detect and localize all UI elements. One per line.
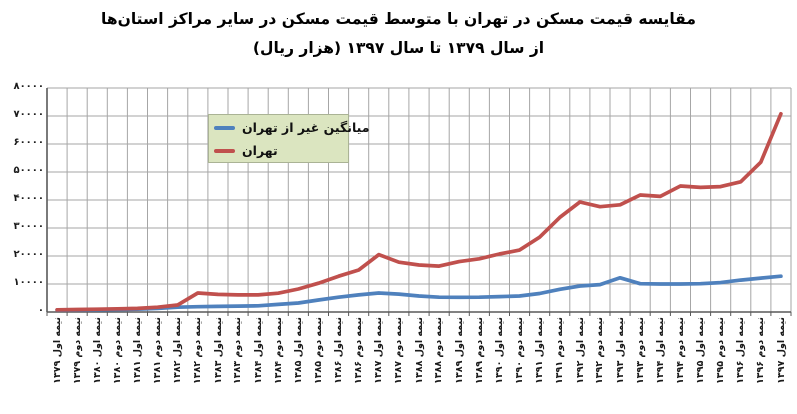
legend-item-non-tehran: میانگین غیر از تهران xyxy=(214,120,369,135)
chart-title: مقایسه قیمت مسکن در تهران با متوسط قیمت … xyxy=(0,4,797,62)
y-axis-tick-label: ۱۰۰۰۰ xyxy=(13,277,44,288)
y-axis-tick-label: ۷۰۰۰۰ xyxy=(13,109,44,120)
chart-title-line1: مقایسه قیمت مسکن در تهران با متوسط قیمت … xyxy=(101,10,696,28)
y-axis-tick-label: ۴۰۰۰۰ xyxy=(13,193,44,204)
y-axis-tick-label: ۳۰۰۰۰ xyxy=(13,221,44,232)
chart-title-line2: از سال ۱۳۷۹ تا سال ۱۳۹۷ (هزار ریال) xyxy=(252,39,545,57)
y-axis-tick-label: ۶۰۰۰۰ xyxy=(13,137,44,148)
y-axis-tick-label: ۲۰۰۰۰ xyxy=(13,249,44,260)
legend-swatch-non-tehran-line xyxy=(214,125,235,130)
y-axis-tick-label: ۸۰۰۰۰ xyxy=(13,81,44,92)
y-axis-tick-label: ۵۰۰۰۰ xyxy=(13,165,44,176)
legend-swatch-tehran-line xyxy=(214,148,235,153)
legend-item-tehran: تهران xyxy=(214,143,343,158)
y-axis-tick-label: ۰ xyxy=(37,305,44,316)
legend-label-non-tehran: میانگین غیر از تهران xyxy=(242,120,370,135)
legend-label-tehran: تهران xyxy=(242,143,278,158)
legend: میانگین غیر از تهران تهران xyxy=(208,114,369,163)
